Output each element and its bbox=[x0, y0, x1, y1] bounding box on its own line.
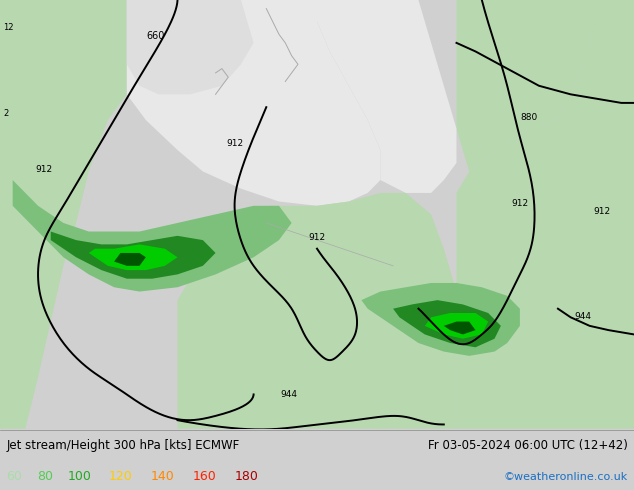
Text: ©weatheronline.co.uk: ©weatheronline.co.uk bbox=[503, 471, 628, 482]
Polygon shape bbox=[393, 300, 501, 347]
Polygon shape bbox=[456, 0, 634, 429]
Polygon shape bbox=[425, 313, 488, 339]
Text: 912: 912 bbox=[226, 139, 243, 148]
Text: 912: 912 bbox=[308, 233, 326, 242]
Polygon shape bbox=[0, 0, 127, 429]
Text: 944: 944 bbox=[575, 313, 592, 321]
Text: 2: 2 bbox=[3, 109, 8, 118]
Text: 912: 912 bbox=[511, 199, 529, 208]
Polygon shape bbox=[127, 0, 254, 94]
Polygon shape bbox=[89, 245, 178, 270]
Text: 60: 60 bbox=[6, 470, 22, 483]
Polygon shape bbox=[13, 180, 292, 292]
Text: 140: 140 bbox=[151, 470, 174, 483]
Polygon shape bbox=[444, 321, 476, 334]
Polygon shape bbox=[127, 0, 380, 206]
Polygon shape bbox=[456, 0, 602, 172]
Polygon shape bbox=[178, 193, 456, 429]
Text: 880: 880 bbox=[521, 113, 538, 122]
Text: 100: 100 bbox=[67, 470, 91, 483]
Polygon shape bbox=[51, 232, 216, 279]
Text: 180: 180 bbox=[235, 470, 259, 483]
Text: Jet stream/Height 300 hPa [kts] ECMWF: Jet stream/Height 300 hPa [kts] ECMWF bbox=[6, 440, 240, 452]
Polygon shape bbox=[361, 283, 520, 356]
Text: 12: 12 bbox=[3, 23, 14, 32]
Polygon shape bbox=[317, 0, 456, 193]
Text: 120: 120 bbox=[109, 470, 133, 483]
Text: 160: 160 bbox=[193, 470, 216, 483]
Text: 944: 944 bbox=[280, 390, 297, 398]
Text: Fr 03-05-2024 06:00 UTC (12+42): Fr 03-05-2024 06:00 UTC (12+42) bbox=[428, 440, 628, 452]
Text: 912: 912 bbox=[36, 165, 53, 173]
Text: 660: 660 bbox=[146, 30, 164, 41]
Polygon shape bbox=[114, 253, 146, 266]
Text: 912: 912 bbox=[593, 207, 611, 217]
Text: 80: 80 bbox=[37, 470, 53, 483]
